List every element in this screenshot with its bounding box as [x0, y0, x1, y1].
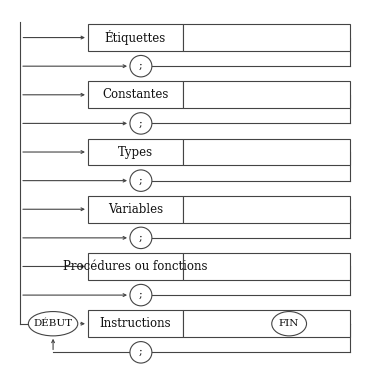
Circle shape	[130, 284, 152, 306]
Text: ;: ;	[139, 290, 143, 300]
FancyBboxPatch shape	[183, 139, 350, 166]
FancyBboxPatch shape	[88, 81, 183, 108]
Text: Procédures ou fonctions: Procédures ou fonctions	[63, 260, 208, 273]
Ellipse shape	[272, 312, 306, 336]
Text: Étiquettes: Étiquettes	[105, 30, 166, 45]
FancyBboxPatch shape	[88, 24, 183, 51]
FancyBboxPatch shape	[183, 24, 350, 51]
Text: ;: ;	[139, 347, 143, 357]
Text: Instructions: Instructions	[100, 317, 171, 330]
Text: ;: ;	[139, 61, 143, 71]
FancyBboxPatch shape	[88, 139, 183, 166]
Text: ;: ;	[139, 118, 143, 128]
FancyBboxPatch shape	[183, 253, 350, 280]
Circle shape	[130, 341, 152, 363]
Circle shape	[130, 227, 152, 248]
FancyBboxPatch shape	[183, 310, 350, 337]
Circle shape	[130, 113, 152, 134]
Text: Types: Types	[118, 145, 153, 158]
FancyBboxPatch shape	[183, 196, 350, 223]
FancyBboxPatch shape	[88, 196, 183, 223]
Text: ;: ;	[139, 233, 143, 243]
Circle shape	[130, 170, 152, 191]
Text: FIN: FIN	[279, 319, 299, 328]
Circle shape	[130, 55, 152, 77]
Text: ;: ;	[139, 176, 143, 186]
Text: DÉBUT: DÉBUT	[34, 319, 72, 328]
Text: Constantes: Constantes	[102, 88, 169, 101]
FancyBboxPatch shape	[88, 253, 183, 280]
FancyBboxPatch shape	[88, 310, 183, 337]
Text: Variables: Variables	[108, 203, 163, 216]
Ellipse shape	[28, 312, 78, 336]
FancyBboxPatch shape	[183, 81, 350, 108]
